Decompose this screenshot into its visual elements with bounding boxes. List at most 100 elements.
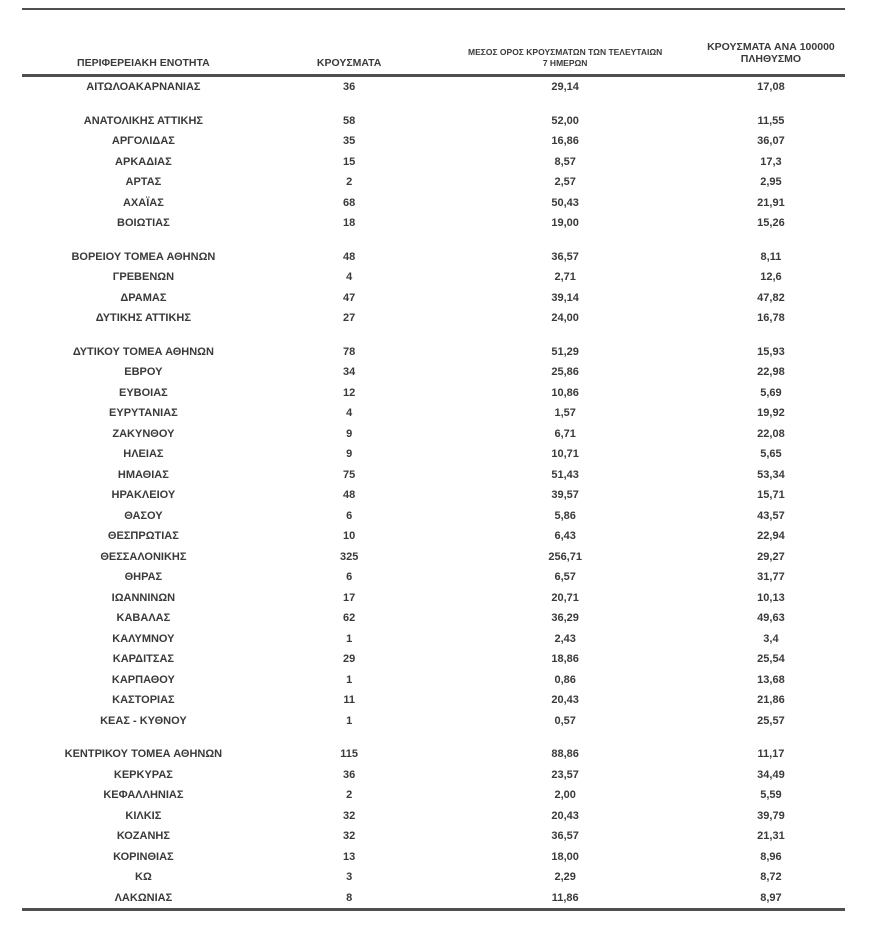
- cases-cell: 6: [346, 571, 353, 584]
- avg7-cell: 18,86: [551, 653, 579, 666]
- region-cell: ΒΟΙΩΤΙΑΣ: [117, 217, 170, 230]
- per100k-cell: 15,93: [757, 345, 785, 358]
- per100k-cell: 10,13: [757, 591, 785, 604]
- spacer-cell: [22, 98, 845, 111]
- avg7-cell: 25,86: [551, 366, 579, 379]
- per100k-cell: 8,72: [760, 871, 782, 884]
- avg7-cell: 36,57: [551, 250, 579, 263]
- avg7-cell: 19,00: [551, 217, 579, 230]
- cases-cell: 15: [343, 155, 356, 168]
- per100k-cell: 5,65: [760, 448, 782, 461]
- per100k-cell: 8,96: [760, 850, 782, 863]
- avg7-cell: 23,57: [551, 768, 579, 781]
- per100k-cell: 13,68: [757, 673, 785, 686]
- avg7-cell: 50,43: [551, 196, 579, 209]
- avg7-cell: 2,43: [554, 632, 576, 645]
- region-cell: ΑΡΓΟΛΙΔΑΣ: [111, 135, 175, 148]
- region-cell: ΚΑΛΥΜΝΟΥ: [112, 632, 175, 645]
- avg7-cell: 29,14: [551, 81, 579, 94]
- table-row: ΔΡΑΜΑΣ 47 39,14 47,82: [22, 288, 845, 309]
- region-cell: ΕΥΒΟΙΑΣ: [119, 386, 168, 399]
- cases-cell: 68: [343, 196, 356, 209]
- table-row: ΚΟΡΙΝΘΙΑΣ 13 18,00 8,96: [22, 847, 845, 868]
- per100k-cell: 25,57: [757, 714, 785, 727]
- avg7-cell: 36,29: [551, 612, 579, 625]
- table-row: ΘΕΣΠΡΩΤΙΑΣ 10 6,43 22,94: [22, 526, 845, 547]
- region-cell: ΛΑΚΩΝΙΑΣ: [114, 891, 173, 904]
- per100k-cell: 17,3: [760, 155, 782, 168]
- cases-cell: 17: [343, 591, 356, 604]
- spacer-row: [22, 731, 845, 744]
- cases-cell: 36: [343, 768, 356, 781]
- table-row: ΚΑΒΑΛΑΣ 62 36,29 49,63: [22, 608, 845, 629]
- table-row: ΑΧΑΪΑΣ 68 50,43 21,91: [22, 193, 845, 214]
- avg7-cell: 6,71: [554, 427, 576, 440]
- avg7-cell: 0,86: [554, 673, 576, 686]
- table-header: ΠΕΡΙΦΕΡΕΙΑΚΗ ΕΝΟΤΗΤΑ ΚΡΟΥΣΜΑΤΑ ΜΕΣΟΣ ΟΡΟ…: [22, 9, 845, 77]
- per100k-cell: 21,86: [757, 694, 785, 707]
- header-cases-label: ΚΡΟΥΣΜΑΤΑ: [316, 57, 382, 69]
- per100k-cell: 15,26: [757, 217, 785, 230]
- cases-cell: 75: [343, 468, 356, 481]
- table-row: ΚΑΣΤΟΡΙΑΣ 11 20,43 21,86: [22, 690, 845, 711]
- spacer-cell: [22, 731, 845, 744]
- region-cell: ΚΑΣΤΟΡΙΑΣ: [112, 694, 175, 707]
- spacer-row: [22, 329, 845, 342]
- per100k-cell: 29,27: [757, 550, 785, 563]
- per100k-cell: 2,95: [760, 176, 782, 189]
- table-row: ΗΛΕΙΑΣ 9 10,71 5,65: [22, 444, 845, 465]
- per100k-cell: 31,77: [757, 571, 785, 584]
- header-regional-unit-label: ΠΕΡΙΦΕΡΕΙΑΚΗ ΕΝΟΤΗΤΑ: [77, 57, 210, 69]
- table-row: ΑΡΚΑΔΙΑΣ 15 8,57 17,3: [22, 152, 845, 173]
- avg7-cell: 0,57: [554, 714, 576, 727]
- per100k-cell: 22,08: [757, 427, 785, 440]
- region-cell: ΚΑΡΠΑΘΟΥ: [111, 673, 175, 686]
- cases-cell: 27: [343, 312, 356, 325]
- per100k-cell: 3,4: [763, 632, 779, 645]
- cases-cell: 47: [343, 291, 356, 304]
- avg7-cell: 88,86: [551, 748, 579, 761]
- spacer-cell: [22, 329, 845, 342]
- spacer-row: [22, 234, 845, 247]
- cases-cell: 35: [343, 135, 356, 148]
- table-row: ΙΩΑΝΝΙΝΩΝ 17 20,71 10,13: [22, 588, 845, 609]
- table-row: ΑΝΑΤΟΛΙΚΗΣ ΑΤΤΙΚΗΣ 58 52,00 11,55: [22, 111, 845, 132]
- avg7-cell: 20,43: [551, 694, 579, 707]
- per100k-cell: 49,63: [757, 612, 785, 625]
- per100k-cell: 8,11: [760, 250, 782, 263]
- region-cell: ΔΡΑΜΑΣ: [120, 291, 167, 304]
- cases-cell: 18: [343, 217, 356, 230]
- region-cell: ΚΕΝΤΡΙΚΟΥ ΤΟΜΕΑ ΑΘΗΝΩΝ: [64, 748, 223, 761]
- region-cell: ΑΙΤΩΛΟΑΚΑΡΝΑΝΙΑΣ: [86, 81, 201, 94]
- cases-cell: 3: [346, 871, 353, 884]
- region-cell: ΘΑΣΟΥ: [124, 509, 163, 522]
- cases-cell: 62: [343, 612, 356, 625]
- region-cell: ΓΡΕΒΕΝΩΝ: [112, 271, 175, 284]
- avg7-cell: 20,71: [551, 591, 579, 604]
- region-cell: ΒΟΡΕΙΟΥ ΤΟΜΕΑ ΑΘΗΝΩΝ: [71, 250, 216, 263]
- avg7-cell: 2,00: [554, 789, 576, 802]
- table-row: ΑΙΤΩΛΟΑΚΑΡΝΑΝΙΑΣ 36 29,14 17,08: [22, 76, 845, 98]
- table-row: ΚΑΛΥΜΝΟΥ 1 2,43 3,4: [22, 629, 845, 650]
- per100k-cell: 16,78: [757, 312, 785, 325]
- cases-cell: 1: [346, 632, 353, 645]
- cases-cell: 36: [343, 81, 356, 94]
- per100k-cell: 22,98: [757, 366, 785, 379]
- table-row: ΑΡΤΑΣ 2 2,57 2,95: [22, 172, 845, 193]
- avg7-cell: 256,71: [548, 550, 582, 563]
- per100k-cell: 11,17: [757, 748, 785, 761]
- cases-cell: 48: [343, 250, 356, 263]
- avg7-cell: 11,86: [551, 891, 579, 904]
- avg7-cell: 52,00: [551, 114, 579, 127]
- region-cell: ΕΥΡΥΤΑΝΙΑΣ: [109, 407, 178, 420]
- table-row: ΒΟΡΕΙΟΥ ΤΟΜΕΑ ΑΘΗΝΩΝ 48 36,57 8,11: [22, 247, 845, 268]
- avg7-cell: 51,43: [551, 468, 579, 481]
- cases-cell: 1: [346, 714, 353, 727]
- header-7day-average: ΜΕΣΟΣ ΟΡΟΣ ΚΡΟΥΣΜΑΤΩΝ ΤΩΝ ΤΕΛΕΥΤΑΙΩΝ 7 Η…: [433, 9, 697, 77]
- region-cell: ΔΥΤΙΚΗΣ ΑΤΤΙΚΗΣ: [95, 312, 191, 325]
- header-regional-unit: ΠΕΡΙΦΕΡΕΙΑΚΗ ΕΝΟΤΗΤΑ: [22, 9, 265, 77]
- header-cases-per-100k: ΚΡΟΥΣΜΑΤΑ ΑΝΑ 100000 ΠΛΗΘΥΣΜΟ: [696, 9, 845, 77]
- per100k-cell: 19,92: [757, 407, 785, 420]
- table-row: ΚΕΝΤΡΙΚΟΥ ΤΟΜΕΑ ΑΘΗΝΩΝ 115 88,86 11,17: [22, 744, 845, 765]
